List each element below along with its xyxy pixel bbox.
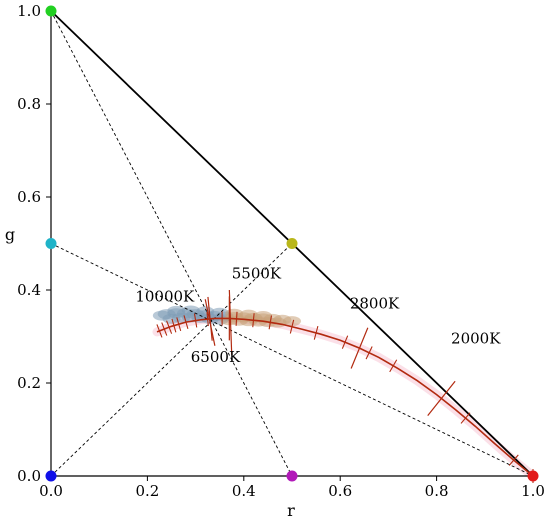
y-tick-label: 0.0 [17,467,41,485]
isotherm-minor-tick [389,359,398,373]
isotherm-minor-tick [166,320,173,334]
isotherm-minor-tick [460,412,471,424]
temperature-label: 6500K [191,348,241,366]
axes: 0.0 0.2 0.4 0.6 0.8 1.0 0.0 0.2 0.4 0.6 0.8 1.0 [17,2,545,500]
primary-point [45,5,57,17]
isotherm-minor-tick [313,325,319,340]
isotherm-minor-tick [289,319,295,334]
cloud-point [254,311,273,322]
isotherm-minor-tick [508,454,519,466]
isotherm-minor-tick [341,335,349,349]
isotherm-5500-line [228,289,233,356]
primary-point [286,470,298,482]
x-axis-label: r [287,501,295,520]
isotherm-minor-tick [268,315,273,330]
x-tick-label: 0.6 [328,482,352,500]
x-tick-label: 0.2 [135,482,159,500]
isotherm-minor-tick [206,312,209,327]
isotherm-minor-tick [235,311,238,326]
cloud-point [283,316,301,327]
y-axis-label: g [5,225,15,244]
isotherm-major-tick [350,327,369,369]
primary-point [527,470,539,482]
dashed-guide-line [50,243,293,477]
isotherm-major-tick [427,380,456,417]
cloud-point [239,309,258,320]
temperature-label: 2800K [350,295,400,313]
y-tick-label: 0.4 [17,281,41,299]
isotherm-minor-tick [171,318,177,333]
dashed-guide-line [50,10,293,477]
x-tick-label: 0.8 [425,482,449,500]
cloud-point [167,305,186,316]
isotherm-minor-tick [252,313,255,328]
isotherm-minor-tick [176,317,182,332]
isotherm-5500-line [204,299,216,346]
cloud-point [210,307,229,318]
isotherm-minor-tick [365,346,373,360]
primary-points [45,5,539,482]
temperature-label: 2000K [451,329,501,347]
isotherm-major-tick [207,296,213,341]
planckian-locus [156,289,534,483]
isotherm-minor-tick [156,324,163,338]
y-tick-label: 0.6 [17,188,41,206]
isotherm-minor-tick [193,313,198,328]
x-tick-label: 0.0 [39,482,63,500]
temperature-label: 10000K [135,288,195,306]
y-tick-label: 0.2 [17,374,41,392]
isotherm-minor-tick [183,315,189,329]
dashed-guide-line [50,243,534,477]
annotations: 10000K 6500K 2800K 2000K 5500K [135,264,501,366]
x-tick-label: 0.4 [232,482,256,500]
x-tick-label: 1.0 [521,482,545,500]
primary-point [45,238,57,249]
y-tick-label: 0.8 [17,95,41,113]
isotherm-minor-tick [161,322,168,336]
primary-point [45,470,57,482]
y-tick-label: 1.0 [17,2,41,20]
temperature-label: 5500K [232,264,282,282]
primary-point [286,238,298,249]
